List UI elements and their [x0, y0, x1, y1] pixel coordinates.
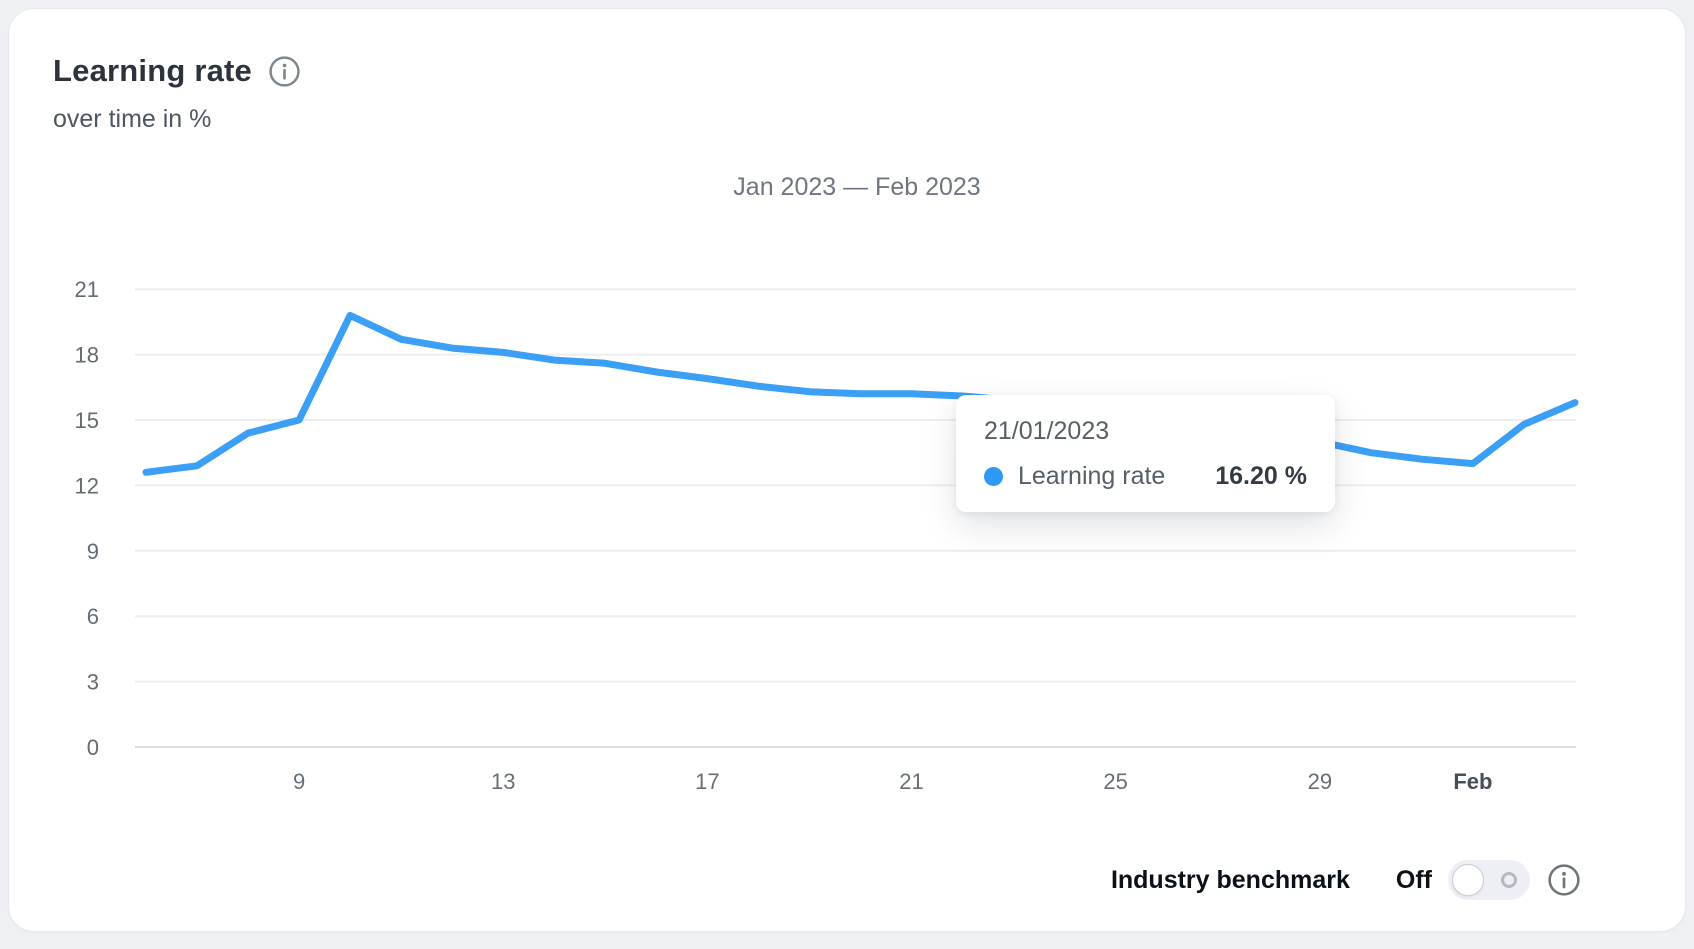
- learning-rate-chart: 0 3 6 9 12 15 18 21 9 13 17 21 25 29 Feb: [75, 277, 1579, 794]
- toggle-knob[interactable]: [1452, 864, 1484, 896]
- title-info-icon[interactable]: [268, 55, 301, 88]
- tooltip-series-label: Learning rate: [1018, 462, 1166, 490]
- y-axis-label: 6: [87, 604, 99, 629]
- chart-subtitle: over time in %: [53, 105, 212, 133]
- series-line[interactable]: [142, 311, 1579, 476]
- toggle-off-ring-icon: [1501, 872, 1517, 888]
- x-axis-label: 25: [1103, 769, 1127, 794]
- y-axis-label: 3: [87, 670, 99, 695]
- tooltip-date: 21/01/2023: [984, 417, 1110, 445]
- x-axis-label: 21: [899, 769, 923, 794]
- y-axis-label: 12: [75, 473, 99, 498]
- x-axis-label: Feb: [1453, 769, 1492, 794]
- y-axis-label: 15: [75, 408, 99, 433]
- page-title: Learning rate: [53, 53, 252, 88]
- chart-tooltip: 21/01/2023 Learning rate 16.20 %: [956, 395, 1335, 512]
- x-axis-label: 17: [695, 769, 719, 794]
- y-axis-label: 21: [75, 277, 99, 302]
- y-axis-label: 0: [87, 735, 99, 760]
- learning-rate-card: 0 3 6 9 12 15 18 21 9 13 17 21 25 29 Feb Learning rate…: [8, 8, 1686, 932]
- x-axis-label: 13: [491, 769, 515, 794]
- y-axis-label: 9: [87, 539, 99, 564]
- y-axis-label: 18: [75, 343, 99, 368]
- tooltip-value: 16.20 %: [1215, 462, 1307, 490]
- x-axis-label: 29: [1308, 769, 1332, 794]
- chart-period-title: Jan 2023 — Feb 2023: [733, 173, 981, 201]
- industry-benchmark-control: Industry benchmark Off: [1111, 860, 1581, 900]
- benchmark-info-icon[interactable]: [1547, 863, 1581, 897]
- industry-benchmark-label: Industry benchmark: [1110, 865, 1350, 894]
- series-color-dot-icon: [984, 467, 1003, 486]
- industry-benchmark-toggle[interactable]: [1448, 860, 1530, 900]
- benchmark-toggle-state: Off: [1395, 865, 1432, 894]
- x-axis-label: 9: [293, 769, 305, 794]
